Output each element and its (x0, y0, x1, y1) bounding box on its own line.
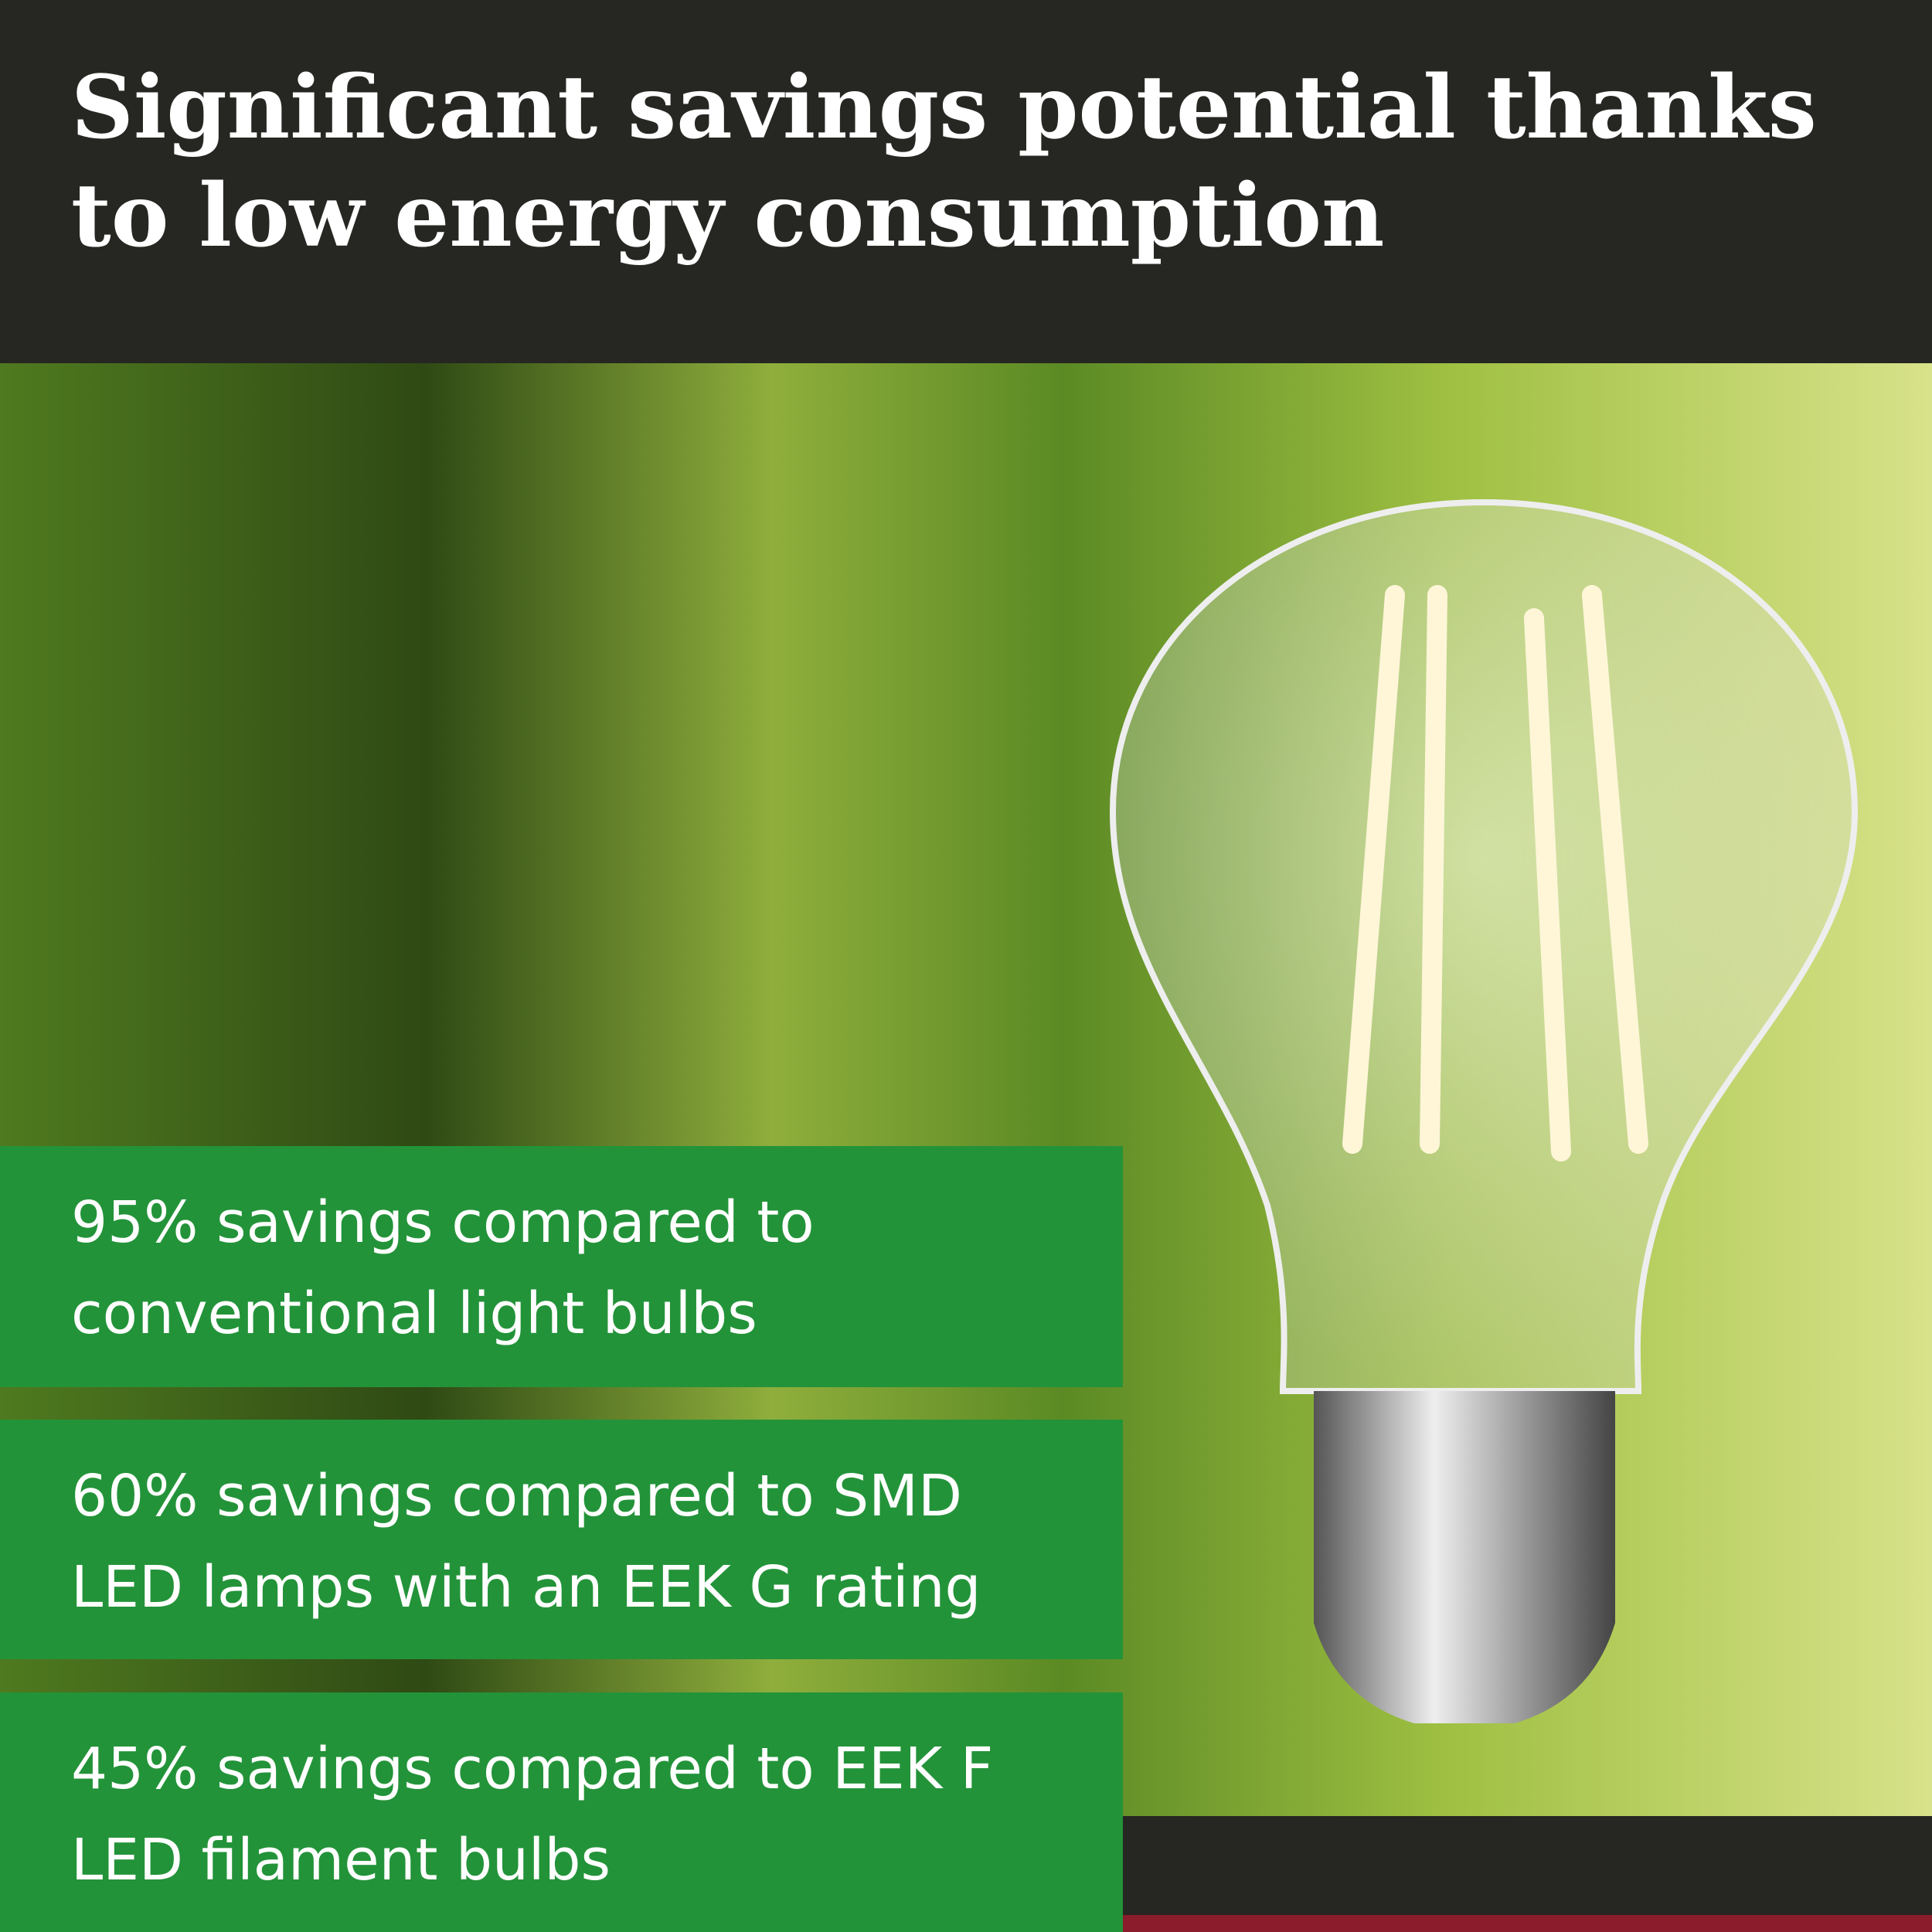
header: Significant savings potential thanks to … (0, 0, 1932, 363)
footer-bar (1123, 1816, 1932, 1932)
benefit-text: 45% savings compared to EEK F LED filame… (71, 1736, 994, 1893)
title: Significant savings potential thanks to … (71, 57, 1817, 267)
benefit-box: 60% savings compared to SMD LED lamps wi… (0, 1420, 1123, 1659)
benefit-text: 60% savings compared to SMD LED lamps wi… (71, 1463, 981, 1621)
benefit-box: 95% savings compared to conventional lig… (0, 1146, 1123, 1387)
benefit-text: 95% savings compared to conventional lig… (71, 1189, 815, 1347)
benefit-box: 45% savings compared to EEK F LED filame… (0, 1692, 1123, 1932)
accent-strip (1123, 1915, 1932, 1932)
